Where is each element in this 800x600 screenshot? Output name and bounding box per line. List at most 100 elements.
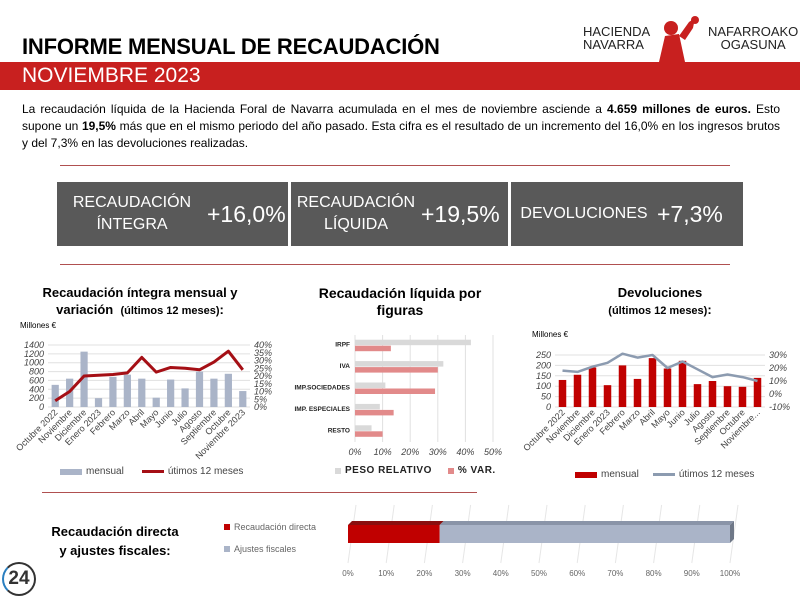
bar-segment [439, 525, 730, 543]
bar [51, 384, 59, 407]
x-tick-label: 100% [720, 569, 740, 578]
legend-label: Ajustes fiscales [234, 544, 297, 554]
bar [663, 368, 672, 407]
chart-title-line: Recaudación íntegra mensual y [42, 285, 238, 300]
legend-label: útimos 12 meses [678, 469, 755, 480]
bar [723, 386, 732, 407]
bar-segment [348, 525, 440, 543]
bar [224, 373, 232, 407]
bar [355, 345, 391, 352]
chart2-title: Recaudación líquida por figuras [300, 285, 500, 319]
bar [355, 409, 394, 416]
chart-title-end: : [707, 302, 712, 317]
watermark-logo: 24 [2, 562, 36, 596]
chart-title-small: (últimos 12 meses) [608, 305, 708, 317]
y2-tick-label: 35% [254, 348, 272, 358]
legend-swatch [447, 467, 454, 474]
logo-text: NAVARRA [583, 37, 644, 52]
x-tick-label: 0% [348, 447, 361, 457]
bar [633, 378, 642, 407]
kpi-recaudacion-liquida: RECAUDACIÓN LÍQUIDA +19,5% [291, 182, 508, 246]
bar [355, 382, 386, 388]
y2-tick-label: 25% [253, 363, 272, 373]
y-tick-label: 250 [535, 350, 551, 360]
bar [573, 374, 582, 407]
kpi-label: RECAUDACIÓN ÍNTEGRA [57, 192, 207, 236]
series-line [562, 352, 758, 383]
chart-title-line: Recaudación líquida por [318, 285, 482, 301]
bar [123, 374, 131, 407]
x-tick-label: 30% [429, 447, 447, 457]
chart3-legend: mensual útimos 12 meses [575, 469, 754, 480]
bar [355, 431, 383, 437]
chart3-unit: Millones € [532, 330, 569, 339]
kpi-label-line: DEVOLUCIONES [520, 205, 648, 222]
intro-text: Esto supone un [22, 102, 780, 133]
logo-figure-icon [659, 16, 699, 62]
bar [355, 367, 438, 373]
bar [738, 386, 747, 407]
y-tick-label: 200 [535, 360, 551, 370]
x-tick-label: 90% [684, 569, 700, 578]
chart1-title: Recaudación íntegra mensual y variación … [10, 284, 270, 320]
bar-top [439, 521, 734, 525]
y2-tick-label: 30% [769, 350, 787, 360]
x-tick-label: 60% [569, 569, 585, 578]
bar [588, 367, 597, 407]
x-tick-label: 20% [400, 447, 419, 457]
logo-text: HACIENDA [583, 24, 651, 39]
chart-title-line: Devoluciones [617, 285, 703, 300]
kpi-label-line: RECAUDACIÓN [296, 194, 416, 211]
bar-top [348, 521, 444, 525]
kpi-label: RECAUDACIÓN LÍQUIDA [291, 192, 421, 236]
kpi-value: +7,3% [657, 200, 723, 227]
legend-label: PESO RELATIVO [345, 465, 432, 476]
divider [60, 264, 730, 265]
legend-label: mensual [601, 469, 639, 480]
bar [138, 378, 146, 407]
y-tick-label: 0 [546, 402, 551, 412]
legend-swatch [224, 524, 230, 530]
chart-title-end: : [219, 302, 224, 317]
y2-tick-label: 10% [769, 376, 787, 386]
intro-bold: 4.659 millones de euros. [607, 102, 751, 116]
kpi-value: +16,0% [207, 200, 286, 227]
bar [210, 378, 218, 407]
y2-tick-label: 0% [254, 402, 267, 412]
legend-swatch [141, 470, 164, 473]
y-tick-label: 1400 [24, 340, 44, 350]
logo: HACIENDA NAVARRA NAFARROAKO OGASUNA [583, 14, 798, 62]
y-tick-label: 100 [536, 381, 551, 391]
chart-title-small: (últimos 12 meses) [120, 305, 220, 317]
legend-label: mensual [86, 466, 124, 477]
bar [152, 397, 160, 407]
logo-right: NAFARROAKO OGASUNA [708, 25, 798, 51]
x-tick-label: 50% [484, 447, 502, 457]
category-label: IMP.SOCIEDADES [294, 385, 350, 392]
bar [80, 351, 88, 407]
chart3-title: Devoluciones (últimos 12 meses): [560, 284, 760, 320]
kpi-label-line: RECAUDACIÓN [72, 194, 192, 211]
kpi-recaudacion-integra: RECAUDACIÓN ÍNTEGRA +16,0% [57, 182, 288, 246]
x-tick-label: 40% [456, 447, 474, 457]
legend-label: % VAR. [457, 465, 496, 476]
x-tick-label: 40% [493, 569, 509, 578]
intro-text: más que en el mismo periodo del año pasa… [22, 119, 780, 150]
bar [355, 388, 436, 394]
intro-text: La recaudación líquida de la Hacienda Fo… [22, 102, 608, 116]
kpi-value: +19,5% [421, 200, 500, 227]
legend-swatch [224, 546, 230, 552]
y2-tick-label: -10% [769, 402, 790, 412]
x-tick-label: 10% [374, 447, 392, 457]
logo-left: HACIENDA NAVARRA [583, 25, 650, 51]
y2-tick-label: 15% [254, 379, 272, 389]
x-tick-label: 20% [416, 569, 432, 578]
chart1-legend: mensual útimos 12 meses [60, 466, 243, 477]
bar [678, 360, 687, 407]
page-title: INFORME MENSUAL DE RECAUDACIÓN [22, 34, 440, 59]
chart-title-line: figuras [376, 302, 424, 318]
logo-text: NAFARROAKO [708, 24, 799, 39]
x-tick-label: 80% [646, 569, 662, 578]
kpi-label-line: ÍNTEGRA [96, 216, 168, 233]
